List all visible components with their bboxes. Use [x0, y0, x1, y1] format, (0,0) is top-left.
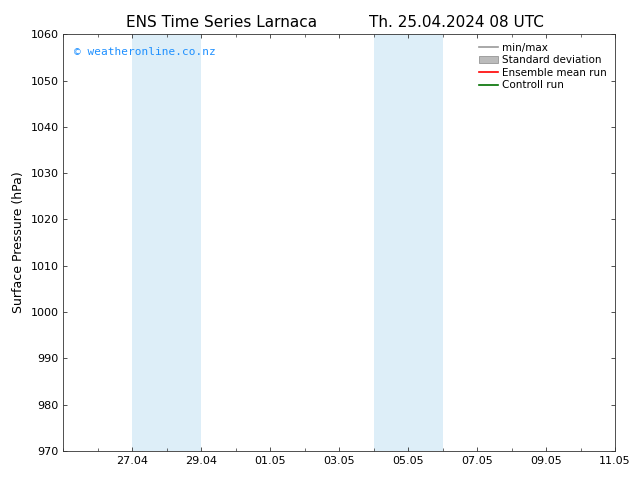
Text: Th. 25.04.2024 08 UTC: Th. 25.04.2024 08 UTC — [369, 15, 544, 30]
Text: © weatheronline.co.nz: © weatheronline.co.nz — [74, 47, 216, 57]
Y-axis label: Surface Pressure (hPa): Surface Pressure (hPa) — [12, 172, 25, 314]
Bar — [373, 34, 443, 451]
Legend: min/max, Standard deviation, Ensemble mean run, Controll run: min/max, Standard deviation, Ensemble me… — [476, 40, 610, 94]
Text: ENS Time Series Larnaca: ENS Time Series Larnaca — [126, 15, 318, 30]
Bar — [133, 34, 202, 451]
